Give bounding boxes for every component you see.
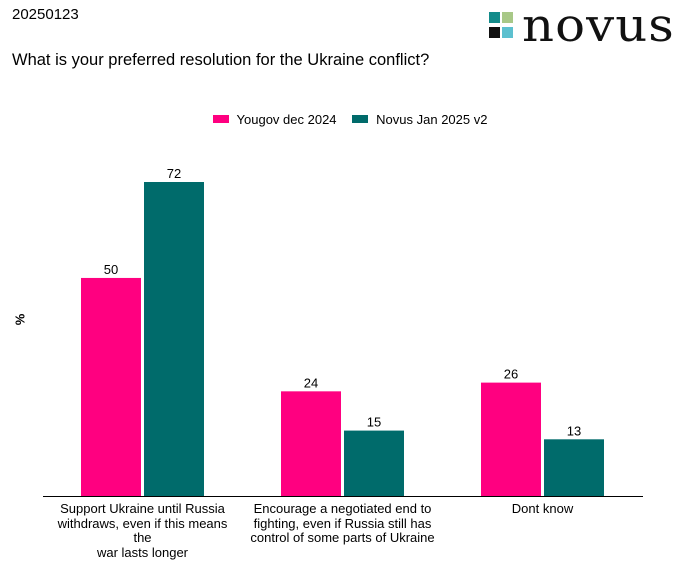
logo-square-black — [489, 27, 500, 38]
legend-swatch-novus — [352, 115, 369, 123]
legend-label-yougov: Yougov dec 2024 — [236, 111, 337, 127]
bar-novus-1 — [344, 430, 404, 496]
chart-legend: Yougov dec 2024 Novus Jan 2025 v2 — [0, 111, 700, 127]
logo-square-green — [502, 12, 513, 23]
bar-yougov-2 — [481, 382, 541, 496]
bar-yougov-1 — [281, 391, 341, 496]
logo-square-teal — [489, 12, 500, 23]
data-label-yougov-1: 24 — [304, 375, 318, 390]
report-date: 20250123 — [12, 6, 79, 23]
legend-item-novus: Novus Jan 2025 v2 — [352, 112, 487, 127]
chart-question-title: What is your preferred resolution for th… — [12, 51, 430, 69]
bar-novus-2 — [544, 439, 604, 496]
data-label-novus-2: 13 — [567, 423, 581, 438]
category-label-1: Encourage a negotiated end to fighting, e… — [250, 501, 435, 545]
category-label-2: Dont know — [511, 501, 574, 516]
legend-item-yougov: Yougov dec 2024 — [212, 111, 337, 127]
logo-wordmark: novus — [522, 0, 675, 52]
data-label-yougov-0: 50 — [104, 262, 118, 277]
logo-square-cyan — [502, 27, 513, 38]
bar-yougov-0 — [81, 277, 141, 496]
category-label-0: Support Ukraine until Russia withdraws, e… — [57, 501, 228, 560]
legend-swatch-yougov — [212, 115, 229, 123]
data-label-novus-1: 15 — [367, 415, 381, 430]
bar-novus-0 — [144, 182, 204, 496]
legend-label-novus: Novus Jan 2025 v2 — [376, 111, 488, 127]
data-label-yougov-2: 26 — [504, 367, 518, 382]
data-label-novus-0: 72 — [167, 166, 181, 181]
